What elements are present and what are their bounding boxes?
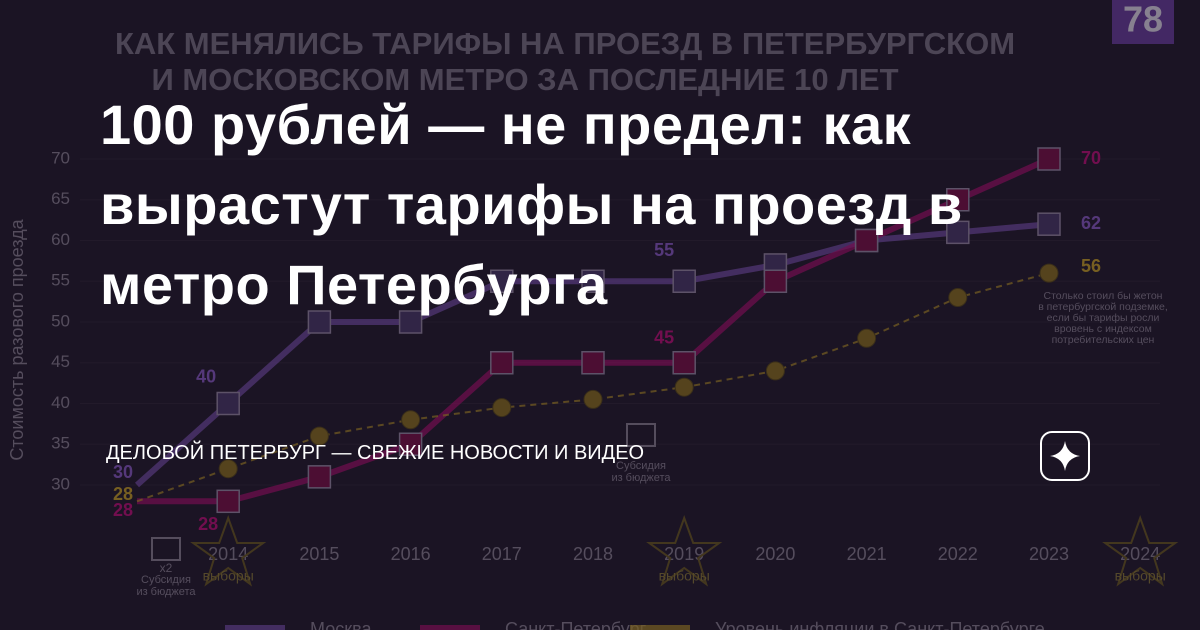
data-label: 45 [654, 328, 674, 348]
badge: 78 [1123, 0, 1163, 40]
series-marker [1037, 147, 1061, 171]
series-marker [492, 398, 512, 418]
series-marker [765, 361, 785, 381]
data-label: 55 [654, 240, 674, 260]
series-marker [309, 426, 329, 446]
logo-star [1050, 441, 1080, 471]
series-marker [307, 310, 332, 334]
x-tick-note: выборы [203, 568, 254, 584]
legend-label: Москва [310, 619, 372, 630]
series-marker [946, 220, 970, 245]
x-tick-note: выборы [1115, 568, 1166, 584]
series-marker [216, 391, 240, 416]
data-label: 28 [198, 514, 218, 534]
annotation: вровень с индексом [1054, 323, 1152, 335]
series-marker [307, 465, 332, 489]
legend-label: Санкт-Петербург [505, 619, 647, 630]
series-line [136, 272, 1050, 503]
subsidy-factor: x2 [160, 561, 173, 575]
series-marker [398, 310, 423, 334]
annotation: потребительских цен [1052, 334, 1155, 346]
x-tick-label: 2020 [755, 544, 795, 564]
series-marker [216, 489, 240, 514]
data-label: 62 [1081, 213, 1101, 233]
y-tick-label: 40 [51, 393, 70, 412]
data-label: 70 [1081, 148, 1101, 168]
series-marker [946, 188, 970, 212]
star-badge [190, 515, 267, 587]
series-marker [672, 269, 696, 293]
logo-icon [1040, 431, 1090, 481]
y-tick-label: 60 [51, 230, 70, 249]
x-tick-label: 2015 [299, 544, 339, 564]
x-tick-label: 2022 [938, 544, 978, 564]
series-marker [218, 459, 238, 479]
x-tick-label: 2017 [482, 544, 522, 564]
y-tick-label: 45 [51, 352, 70, 371]
y-tick-label: 65 [51, 189, 70, 208]
x-tick-label: 2018 [573, 544, 613, 564]
subsidy-label: из бюджета [136, 586, 196, 598]
x-tick-note: выборы [659, 568, 710, 584]
legend-label: Уровень инфляции в Санкт-Петербурге [715, 619, 1045, 630]
series-marker [583, 389, 603, 409]
y-tick-label: 50 [51, 311, 70, 330]
data-label: 28 [113, 500, 133, 520]
data-label: 30 [113, 462, 133, 482]
series-marker [490, 351, 514, 375]
series-marker [948, 288, 968, 308]
series-marker [581, 269, 605, 293]
series-marker [398, 432, 423, 456]
annotation: в петербургской подземке, [1038, 301, 1168, 313]
subsidy-label: Субсидия [141, 574, 191, 586]
x-tick-label: 2021 [847, 544, 887, 564]
headline: метро Петербурга [100, 253, 608, 316]
gift-icon [151, 537, 181, 561]
subsidy-label: Субсидия [616, 460, 666, 472]
x-tick-label: 2023 [1029, 544, 1069, 564]
x-tick-label: 2019 [664, 544, 704, 564]
series-marker [672, 351, 696, 375]
y-tick-label: 55 [51, 271, 70, 290]
x-tick-label: 2016 [391, 544, 431, 564]
data-label: 56 [1081, 256, 1101, 276]
data-label: 28 [113, 484, 133, 504]
badge-box [1112, 0, 1174, 44]
y-axis-label: Стоимость разового проезда [7, 218, 27, 460]
series-marker [581, 351, 605, 375]
headline: 100 рублей — не предел: как [100, 93, 912, 156]
chart-title: И МОСКОВСКОМ МЕТРО ЗА ПОСЛЕДНИЕ 10 ЛЕТ [151, 62, 898, 97]
series-marker [854, 228, 879, 253]
data-label: 40 [196, 366, 216, 386]
source: ДЕЛОВОЙ ПЕТЕРБУРГ — СВЕЖИЕ НОВОСТИ И ВИД… [106, 442, 645, 464]
series-marker [1039, 263, 1059, 283]
annotation: Столько стоил бы жетон [1044, 290, 1163, 302]
headline: вырастут тарифы на проезд в [100, 173, 963, 236]
y-tick-label: 70 [51, 148, 70, 167]
series-marker [490, 269, 514, 293]
subsidy-label: из бюджета [611, 472, 671, 484]
x-tick-label: 2014 [208, 544, 248, 564]
series-marker [401, 410, 421, 430]
y-tick-label: 35 [51, 434, 70, 453]
x-tick-label: 2024 [1120, 544, 1160, 564]
star-badge [646, 515, 723, 587]
annotation: если бы тарифы росли [1047, 312, 1160, 324]
series-marker [1037, 212, 1061, 236]
series-marker [763, 269, 788, 293]
series-marker [674, 377, 694, 397]
chart-title: КАК МЕНЯЛИСЬ ТАРИФЫ НА ПРОЕЗД В ПЕТЕРБУР… [115, 26, 1015, 61]
gift-icon [626, 423, 656, 447]
series-marker [857, 328, 877, 348]
y-tick-label: 30 [51, 474, 70, 493]
star-badge [1102, 515, 1179, 587]
